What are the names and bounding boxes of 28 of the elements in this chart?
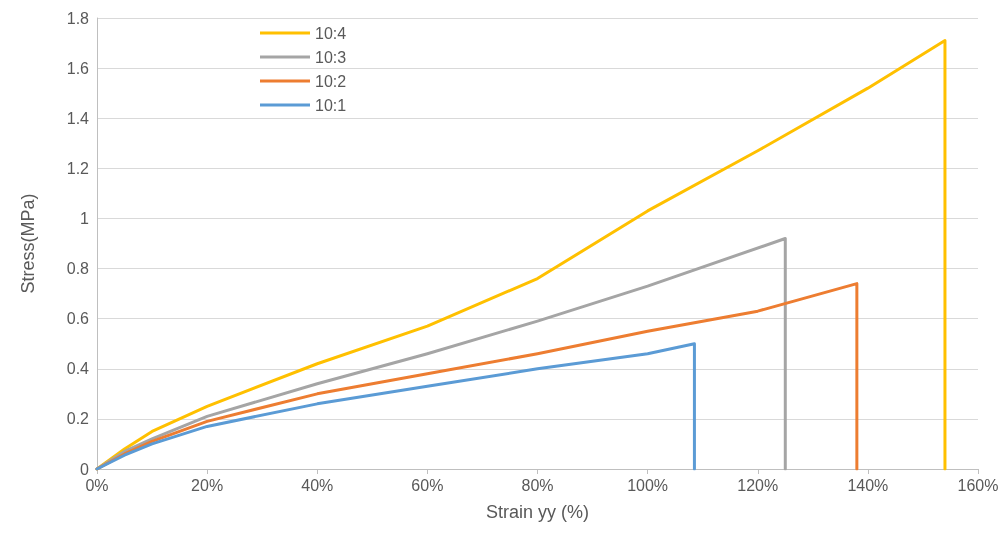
x-axis-title: Strain yy (%) <box>485 502 590 522</box>
y-tick-label: 1.2 <box>66 159 90 177</box>
x-tick-label: 0% <box>85 476 109 494</box>
y-tick-label: 0 <box>80 460 90 478</box>
line-series <box>95 39 947 471</box>
line-series <box>95 342 696 471</box>
x-tick-label: 100% <box>627 476 669 494</box>
y-tick-label: 0.8 <box>66 260 90 278</box>
legend-label: 10:3 <box>315 48 347 66</box>
legend-label: 10:4 <box>315 24 347 42</box>
x-tick-label: 20% <box>191 476 224 494</box>
y-tick-label: 0.4 <box>66 360 90 378</box>
x-tick-label: 60% <box>411 476 444 494</box>
x-tick-label: 120% <box>737 476 779 494</box>
legend-label: 10:2 <box>315 72 347 90</box>
x-tick-label: 140% <box>847 476 889 494</box>
y-tick-label: 1 <box>80 209 90 227</box>
y-tick-label: 1.4 <box>66 109 90 127</box>
line-series <box>95 282 859 471</box>
legend-label: 10:1 <box>315 96 347 114</box>
x-tick-label: 160% <box>957 476 999 494</box>
x-tick-label: 80% <box>521 476 554 494</box>
y-tick-label: 0.2 <box>66 410 90 428</box>
y-axis-title: Stress(MPa) <box>18 193 38 294</box>
y-tick-label: 1.8 <box>66 9 90 27</box>
y-tick-label: 0.6 <box>66 310 90 328</box>
x-tick-label: 40% <box>301 476 334 494</box>
y-tick-label: 1.6 <box>66 59 90 77</box>
